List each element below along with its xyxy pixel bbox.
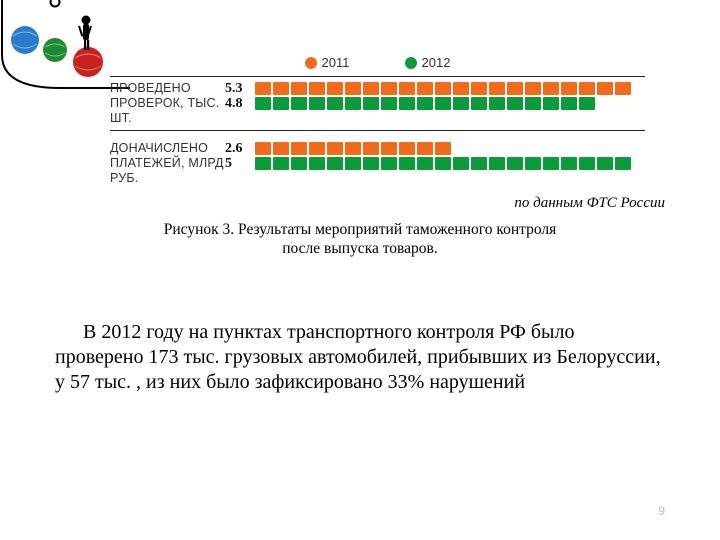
bar-row: 2.6 bbox=[225, 141, 645, 156]
divider bbox=[110, 76, 645, 77]
caption-line: Рисунок 3. Результаты мероприятий таможе… bbox=[164, 221, 557, 238]
group-label: ПРОВЕДЕНОПРОВЕРОК, ТЫС. ШТ. bbox=[110, 81, 225, 126]
figure-caption: Рисунок 3. Результаты мероприятий таможе… bbox=[0, 220, 720, 258]
bar-value: 5 bbox=[225, 156, 255, 172]
chart-legend: 2011 2012 bbox=[110, 55, 645, 70]
legend-label: 2011 bbox=[322, 55, 350, 70]
legend-label: 2012 bbox=[422, 55, 451, 70]
bar-value: 5.3 bbox=[225, 81, 255, 97]
chart: 2011 2012 ПРОВЕДЕНОПРОВЕРОК, ТЫС. ШТ.5.3… bbox=[110, 55, 645, 188]
bar-row: 5 bbox=[225, 156, 645, 171]
bar-value: 2.6 bbox=[225, 141, 255, 157]
body-paragraph: В 2012 году на пунктах транспортного кон… bbox=[55, 320, 665, 395]
page-number: 9 bbox=[658, 504, 665, 518]
chart-group: ПРОВЕДЕНОПРОВЕРОК, ТЫС. ШТ.5.34.8 bbox=[110, 81, 645, 126]
bar-row: 4.8 bbox=[225, 96, 645, 111]
bar-row: 5.3 bbox=[225, 81, 645, 96]
chart-group: ДОНАЧИСЛЕНОПЛАТЕЖЕЙ, МЛРД РУБ.2.65 bbox=[110, 141, 645, 186]
bar-segments bbox=[255, 142, 451, 155]
legend-item-2012: 2012 bbox=[405, 55, 451, 70]
caption-line: после выпуска товаров. bbox=[282, 240, 438, 257]
divider bbox=[110, 130, 645, 131]
bar-value: 4.8 bbox=[225, 96, 255, 112]
legend-item-2011: 2011 bbox=[305, 55, 350, 70]
group-label: ДОНАЧИСЛЕНОПЛАТЕЖЕЙ, МЛРД РУБ. bbox=[110, 141, 225, 186]
legend-dot-2012 bbox=[405, 57, 417, 69]
bar-segments bbox=[255, 97, 595, 110]
source-note: по данным ФТС России bbox=[514, 195, 665, 212]
bar-segments bbox=[255, 82, 631, 95]
bar-segments bbox=[255, 157, 631, 170]
legend-dot-2011 bbox=[305, 57, 317, 69]
